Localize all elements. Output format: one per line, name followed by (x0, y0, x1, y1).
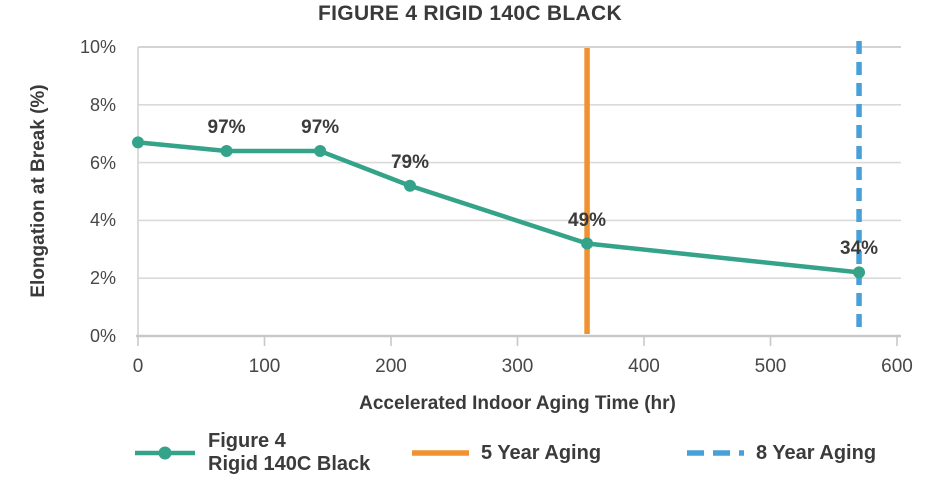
data-point-label: 49% (568, 209, 607, 231)
x-tick-label: 400 (628, 356, 660, 377)
solid-line-icon (412, 450, 469, 456)
legend: Figure 4 Rigid 140C Black 5 Year Aging 8… (0, 427, 940, 483)
x-tick-label: 0 (132, 356, 144, 377)
data-point-label: 97% (207, 117, 246, 139)
legend-item-8-year-aging: 8 Year Aging (687, 427, 876, 479)
chart-title: FIGURE 4 RIGID 140C BLACK (318, 2, 622, 25)
data-point-label: 79% (390, 151, 429, 173)
x-tick-label: 300 (501, 356, 534, 377)
x-tick-label: 600 (881, 356, 913, 377)
legend-series-label-line2: Rigid 140C Black (208, 453, 371, 475)
y-tick-label: 10% (79, 37, 116, 57)
y-tick-label: 0% (89, 326, 116, 346)
legend-series-label-line1: Figure 4 (208, 430, 286, 452)
y-tick-label: 2% (89, 268, 116, 289)
data-point-label: 97% (301, 117, 340, 139)
y-tick-label: 6% (89, 152, 116, 173)
x-tick-label: 200 (375, 356, 407, 377)
x-axis-title: Accelerated Indoor Aging Time (hr) (359, 393, 676, 414)
series-line-with-marker-icon (135, 446, 195, 460)
x-tick-label: 500 (754, 356, 787, 377)
legend-item-5-year-aging: 5 Year Aging (412, 427, 601, 479)
y-tick-label: 4% (89, 210, 116, 231)
legend-8-year-label: 8 Year Aging (756, 441, 877, 464)
legend-5-year-label: 5 Year Aging (481, 441, 602, 464)
dashed-line-icon (687, 450, 744, 456)
data-point-label: 34% (840, 238, 879, 260)
legend-item-series: Figure 4 Rigid 140C Black (134, 427, 370, 479)
y-tick-label: 8% (89, 94, 116, 115)
x-tick-label: 100 (248, 356, 281, 377)
